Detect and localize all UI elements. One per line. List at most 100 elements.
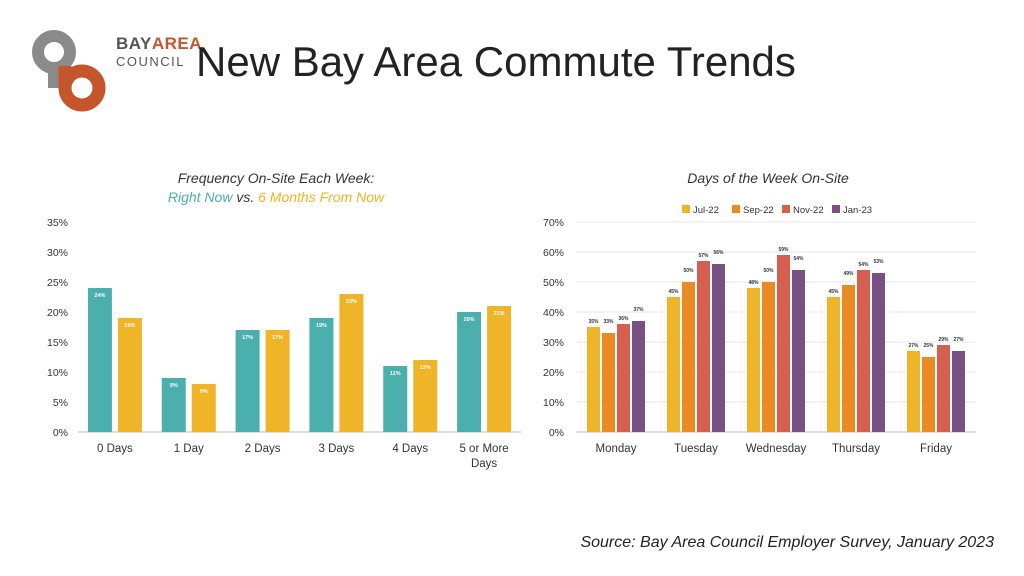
bar-data-label: 21% (494, 311, 505, 317)
bar-data-label: 9% (170, 383, 178, 389)
y-tick-label: 25% (47, 277, 68, 289)
chart-title: Days of the Week On-Site (687, 170, 849, 186)
bar (602, 333, 615, 432)
bar (857, 270, 870, 432)
bar-data-label: 57% (698, 253, 709, 259)
bar-data-label: 23% (346, 299, 357, 305)
bar (872, 273, 885, 432)
bar (339, 294, 364, 432)
bar (117, 318, 142, 432)
x-tick-label: 3 Days (319, 443, 355, 455)
y-tick-label: 5% (53, 397, 68, 409)
x-tick-label: 5 or More (459, 443, 508, 455)
x-tick-label: Friday (920, 443, 952, 455)
x-tick-label: 1 Day (174, 443, 204, 455)
logo-mark-icon (32, 30, 106, 112)
x-tick-label: Days (471, 458, 497, 470)
days-of-week-chart: Days of the Week On-Site Jul-22 Sep-22 Nov-… (530, 160, 990, 480)
bar-data-label: 24% (94, 293, 105, 299)
source-note: Source: Bay Area Council Employer Survey… (580, 534, 994, 551)
bar (587, 327, 600, 432)
y-tick-label: 50% (543, 277, 564, 289)
x-tick-label: Thursday (832, 443, 880, 455)
bar-data-label: 20% (464, 317, 475, 323)
bar (712, 264, 725, 432)
bar-data-label: 50% (683, 268, 694, 274)
bar (617, 324, 630, 432)
bar (682, 282, 695, 432)
bar (632, 321, 645, 432)
legend-label: Jan-23 (843, 205, 872, 216)
bar (309, 318, 334, 432)
days-of-week-chart-svg: Days of the Week On-Site Jul-22 Sep-22 Nov-… (543, 170, 976, 455)
y-tick-label: 15% (47, 337, 68, 349)
bar (952, 351, 965, 432)
y-tick-label: 60% (543, 247, 564, 259)
bar-data-label: 56% (713, 250, 724, 256)
chart-title-line1: Frequency On-Site Each Week: (178, 170, 375, 186)
bar-data-label: 17% (242, 335, 253, 341)
bar-data-label: 59% (778, 247, 789, 253)
bar (161, 378, 186, 432)
bar (235, 330, 260, 432)
legend-label: Sep-22 (743, 205, 774, 216)
bar-data-label: 19% (316, 323, 327, 329)
bar (191, 384, 216, 432)
legend-swatch (682, 205, 690, 213)
bar (265, 330, 290, 432)
bar (922, 357, 935, 432)
legend-swatch (782, 205, 790, 213)
title-six-months: 6 Months From Now (258, 189, 385, 205)
bar (383, 366, 408, 432)
bar-data-label: 37% (633, 307, 644, 313)
legend-label: Jul-22 (693, 205, 719, 216)
x-tick-label: 2 Days (245, 443, 281, 455)
bar (747, 288, 760, 432)
bar (667, 297, 680, 432)
bar (762, 282, 775, 432)
bar-data-label: 17% (272, 335, 283, 341)
frequency-chart: Frequency On-Site Each Week: Right Now vs… (36, 160, 526, 480)
bar-data-label: 33% (603, 319, 614, 325)
logo-text-line1: BAYAREA (116, 34, 202, 54)
bar-data-label: 35% (588, 319, 599, 325)
x-tick-label: Wednesday (746, 443, 807, 455)
bar-data-label: 19% (124, 323, 135, 329)
title-vs: vs. (232, 189, 258, 205)
y-tick-label: 10% (543, 397, 564, 409)
bay-area-council-logo: BAYAREA COUNCIL (32, 30, 202, 112)
y-tick-label: 20% (47, 307, 68, 319)
bar (777, 255, 790, 432)
x-tick-label: 0 Days (97, 443, 133, 455)
bar (907, 351, 920, 432)
x-tick-label: 4 Days (392, 443, 428, 455)
bar-data-label: 11% (390, 371, 401, 377)
bar-data-label: 36% (618, 316, 629, 322)
legend-label: Nov-22 (793, 205, 824, 216)
y-tick-label: 70% (543, 217, 564, 229)
bar-data-label: 8% (200, 389, 208, 395)
y-tick-label: 0% (53, 427, 68, 439)
bar (487, 306, 512, 432)
bar-data-label: 54% (858, 262, 869, 268)
logo-bay: BAY (116, 34, 152, 53)
bar-data-label: 54% (793, 256, 804, 262)
chart-title-line2: Right Now vs. 6 Months From Now (168, 189, 385, 205)
y-tick-label: 40% (543, 307, 564, 319)
legend-swatch (732, 205, 740, 213)
bar (827, 297, 840, 432)
bar-data-label: 49% (843, 271, 854, 277)
y-tick-label: 30% (47, 247, 68, 259)
bar (697, 261, 710, 432)
bar-data-label: 29% (938, 337, 949, 343)
page-title: New Bay Area Commute Trends (196, 38, 796, 85)
bar-data-label: 45% (668, 289, 679, 295)
y-tick-label: 30% (543, 337, 564, 349)
bar (937, 345, 950, 432)
bar (87, 288, 112, 432)
y-tick-label: 20% (543, 367, 564, 379)
bar-data-label: 50% (763, 268, 774, 274)
bar (457, 312, 482, 432)
bar-data-label: 27% (953, 337, 964, 343)
bar-data-label: 45% (828, 289, 839, 295)
